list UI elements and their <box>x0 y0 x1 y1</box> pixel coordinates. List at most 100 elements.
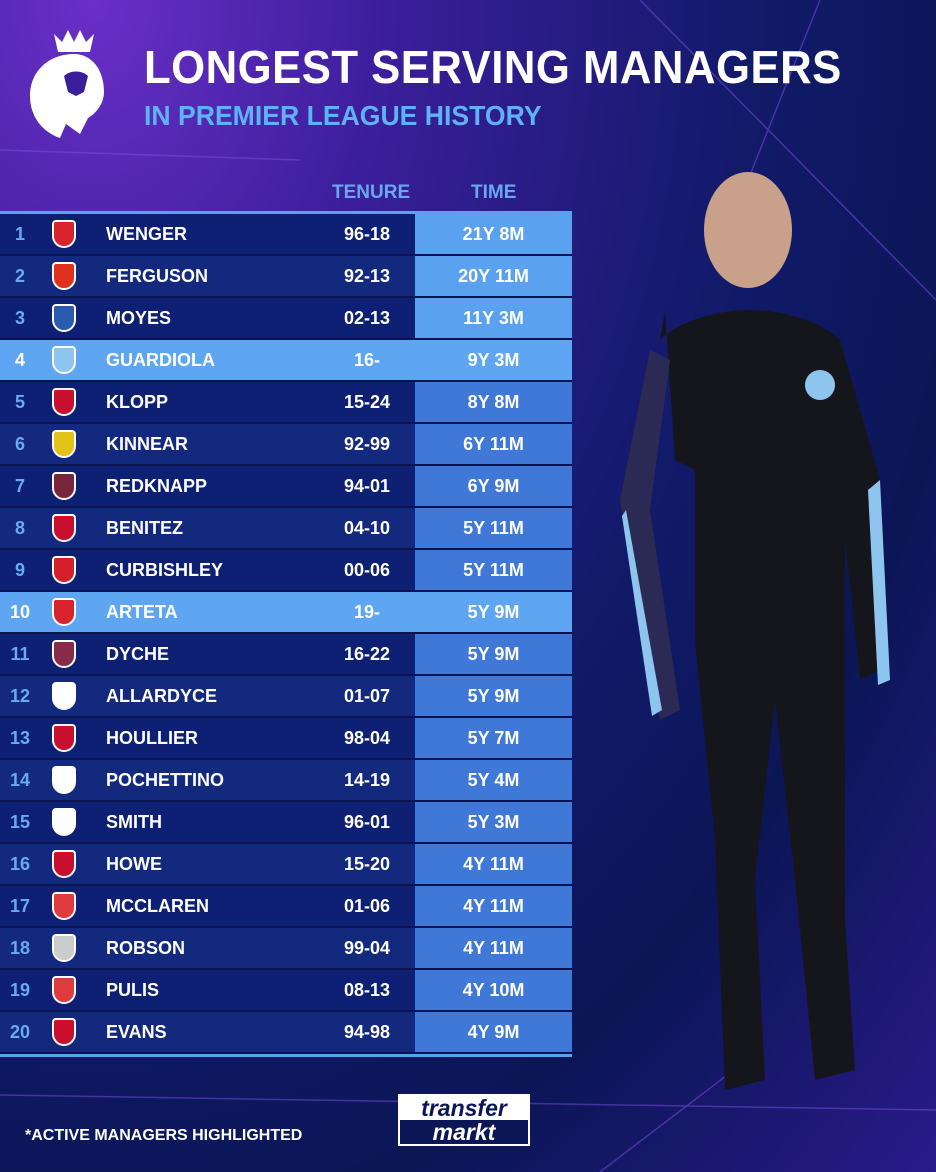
tenure: 01-07 <box>343 685 391 706</box>
club-crest-icon <box>50 849 78 879</box>
table-row: 9 CURBISHLEY 00-06 5Y 11M <box>0 550 572 592</box>
table-row: 20 EVANS 94-98 4Y 9M <box>0 1012 572 1054</box>
rank: 5 <box>14 391 25 412</box>
table-row: 6 KINNEAR 92-99 6Y 11M <box>0 424 572 466</box>
rank: 16 <box>9 853 31 874</box>
tenure: 04-10 <box>343 517 391 538</box>
manager-name: MOYES <box>106 307 172 328</box>
club-crest-icon <box>50 639 78 669</box>
club-crest-icon <box>50 975 78 1005</box>
rank: 9 <box>14 559 25 580</box>
club-crest-icon <box>50 345 78 375</box>
manager-name: KINNEAR <box>106 433 189 454</box>
tenure: 14-19 <box>343 769 391 790</box>
column-header-tenure: TENURE <box>332 182 411 203</box>
club-crest-icon <box>50 555 78 585</box>
manager-name: GUARDIOLA <box>106 349 215 370</box>
club-crest-icon <box>50 597 78 627</box>
rank: 10 <box>9 601 31 622</box>
club-crest-icon <box>50 429 78 459</box>
brand-line-1: transfer <box>421 1095 507 1121</box>
tenure: 99-04 <box>343 937 391 958</box>
table-row: 1 WENGER 96-18 21Y 8M <box>0 214 572 256</box>
club-crest-icon <box>50 471 78 501</box>
tenure: 15-20 <box>343 853 391 874</box>
footnote: *ACTIVE MANAGERS HIGHLIGHTED <box>25 1127 303 1144</box>
manager-name: KLOPP <box>106 391 169 412</box>
manager-name: ROBSON <box>106 937 186 958</box>
tenure: 08-13 <box>343 979 391 1000</box>
tenure: 94-01 <box>343 475 391 496</box>
manager-photo <box>620 172 890 1090</box>
manager-name: EVANS <box>106 1021 167 1042</box>
tenure: 92-99 <box>343 433 391 454</box>
table-row: 10 ARTETA 19- 5Y 9M <box>0 592 572 634</box>
premier-league-lion-logo <box>30 30 104 138</box>
time-served: 4Y 11M <box>415 844 572 884</box>
time-served: 6Y 9M <box>415 466 572 506</box>
time-served: 5Y 4M <box>415 760 572 800</box>
rank: 18 <box>9 937 31 958</box>
rank: 14 <box>9 769 31 790</box>
time-served: 5Y 11M <box>415 550 572 590</box>
club-crest-icon <box>50 1017 78 1047</box>
manager-name: WENGER <box>106 223 187 244</box>
rank: 6 <box>14 433 25 454</box>
table-row: 3 MOYES 02-13 11Y 3M <box>0 298 572 340</box>
time-served: 5Y 9M <box>467 601 520 622</box>
time-served: 4Y 10M <box>415 970 572 1010</box>
page-title: LONGEST SERVING MANAGERS <box>144 41 842 93</box>
manager-name: ARTETA <box>106 601 178 622</box>
club-crest-icon <box>50 387 78 417</box>
tenure: 01-06 <box>343 895 391 916</box>
rank: 19 <box>9 979 31 1000</box>
time-served: 5Y 7M <box>415 718 572 758</box>
table-row: 18 ROBSON 99-04 4Y 11M <box>0 928 572 970</box>
rank: 2 <box>14 265 25 286</box>
rank: 20 <box>9 1021 31 1042</box>
tenure: 94-98 <box>343 1021 391 1042</box>
table-row: 5 KLOPP 15-24 8Y 8M <box>0 382 572 424</box>
rank: 15 <box>9 811 31 832</box>
page-subtitle: IN PREMIER LEAGUE HISTORY <box>144 100 542 131</box>
manager-name: BENITEZ <box>106 517 184 538</box>
rank: 12 <box>9 685 31 706</box>
club-crest-icon <box>50 513 78 543</box>
time-served: 20Y 11M <box>415 256 572 296</box>
manager-name: FERGUSON <box>106 265 209 286</box>
time-served: 11Y 3M <box>415 298 572 338</box>
table-row: 13 HOULLIER 98-04 5Y 7M <box>0 718 572 760</box>
transfermarkt-logo: transfer markt <box>398 1094 530 1146</box>
tenure: 16- <box>353 349 380 370</box>
manager-name: DYCHE <box>106 643 170 664</box>
manager-name: HOWE <box>106 853 162 874</box>
time-served: 5Y 3M <box>415 802 572 842</box>
club-crest-icon <box>50 681 78 711</box>
rank: 3 <box>14 307 25 328</box>
tenure: 02-13 <box>343 307 391 328</box>
club-crest-icon <box>50 261 78 291</box>
time-served: 4Y 11M <box>415 886 572 926</box>
table-row: 11 DYCHE 16-22 5Y 9M <box>0 634 572 676</box>
manager-name: SMITH <box>106 811 162 832</box>
table-row: 15 SMITH 96-01 5Y 3M <box>0 802 572 844</box>
time-served: 5Y 11M <box>415 508 572 548</box>
tenure: 00-06 <box>343 559 391 580</box>
club-crest-icon <box>50 807 78 837</box>
manager-name: HOULLIER <box>106 727 198 748</box>
manager-name: REDKNAPP <box>106 475 208 496</box>
rank: 8 <box>14 517 25 538</box>
time-served: 5Y 9M <box>415 676 572 716</box>
table-row: 17 MCCLAREN 01-06 4Y 11M <box>0 886 572 928</box>
club-crest-icon <box>50 765 78 795</box>
manager-name: POCHETTINO <box>106 769 225 790</box>
table-row: 19 PULIS 08-13 4Y 10M <box>0 970 572 1012</box>
tenure: 98-04 <box>343 727 391 748</box>
time-served: 9Y 3M <box>467 349 520 370</box>
column-header-time: TIME <box>471 182 517 203</box>
table-row: 16 HOWE 15-20 4Y 11M <box>0 844 572 886</box>
manager-name: MCCLAREN <box>106 895 209 916</box>
tenure: 19- <box>353 601 380 622</box>
manager-name: CURBISHLEY <box>106 559 224 580</box>
tenure: 96-18 <box>343 223 391 244</box>
